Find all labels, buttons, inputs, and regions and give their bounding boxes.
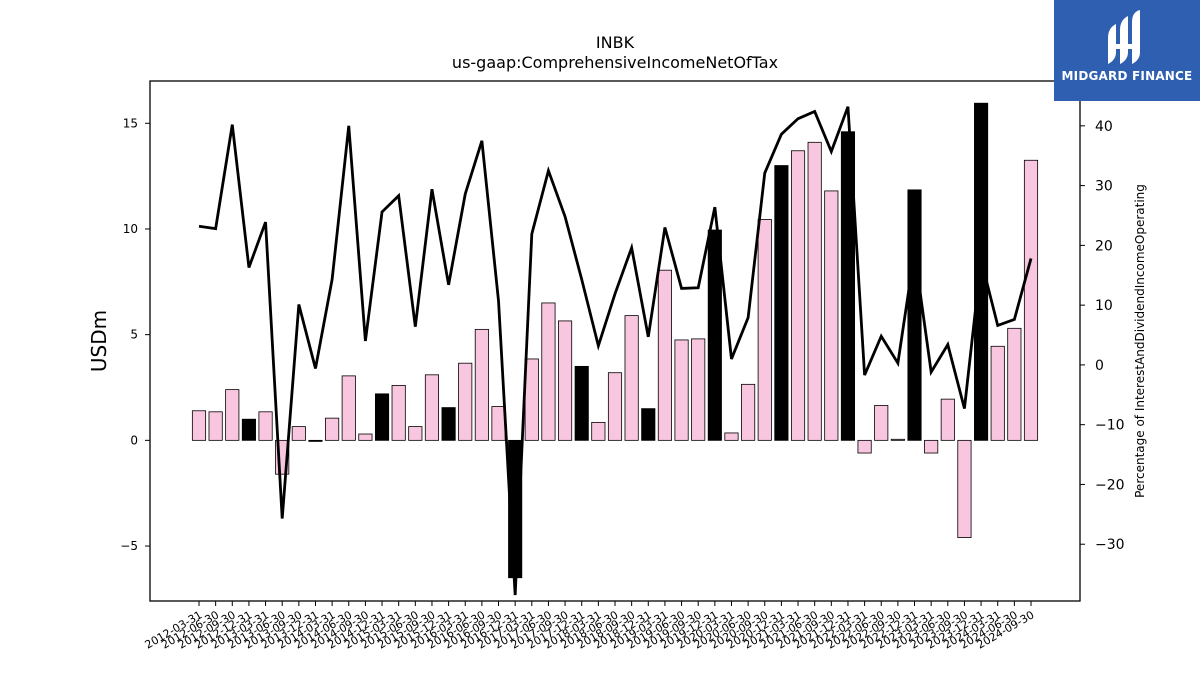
y2-tick-label: 20	[1095, 238, 1113, 254]
bar-2021-12-31	[840, 131, 856, 441]
bar-2024-06-30	[1007, 327, 1022, 441]
bar-2022-12-31	[907, 189, 922, 441]
bar-2019-12-31	[707, 229, 722, 441]
left-axis: −5 0 5 10 15	[120, 116, 150, 553]
y-tick-label: −5	[120, 539, 138, 553]
bar-2020-03-31	[724, 432, 739, 441]
bar-2018-06-30	[607, 372, 623, 441]
y-axis-label: USDm	[87, 310, 111, 372]
bar-2019-09-30	[691, 338, 706, 441]
bar-2015-03-31	[391, 384, 406, 441]
bar-2015-09-30	[424, 374, 440, 441]
bar-2022-09-30	[890, 438, 905, 441]
bar-2016-09-30	[491, 406, 506, 441]
bar-2019-06-30	[674, 339, 689, 441]
bar-2016-06-30	[474, 328, 489, 441]
y2-axis-label: Percentage of InterestAndDividendIncomeO…	[1133, 184, 1147, 498]
bar-2024-03-31	[990, 345, 1005, 441]
bar-2012-09-30	[225, 389, 240, 441]
bar-2014-06-30	[341, 375, 356, 441]
bar-2022-03-31	[857, 439, 872, 454]
bottom-axis: 2012-03-312012-06-302012-09-302012-12-31…	[143, 601, 1037, 652]
y-tick-label: 5	[130, 328, 138, 342]
bar-2017-06-30	[541, 302, 556, 441]
bar-2015-06-30	[408, 426, 423, 441]
bar-2022-06-30	[874, 405, 889, 441]
y2-tick-label: 40	[1095, 119, 1113, 135]
brand-logo: MIDGARD FINANCE	[1054, 0, 1200, 101]
chart-title: INBK	[596, 33, 635, 52]
bar-2015-12-31	[441, 407, 456, 441]
plot-frame	[149, 80, 1081, 602]
y-tick-label: 15	[123, 116, 138, 130]
bar-2017-09-30	[558, 320, 573, 441]
bar-2012-03-31	[191, 410, 207, 441]
bar-2014-09-30	[358, 433, 373, 441]
bar-2023-09-30	[957, 439, 972, 538]
bar-2016-03-31	[458, 362, 473, 441]
y2-tick-label: 10	[1095, 298, 1113, 314]
brand-name: MIDGARD FINANCE	[1061, 69, 1193, 83]
y2-tick-label: −20	[1095, 477, 1125, 493]
bar-2018-09-30	[624, 315, 639, 441]
bar-2012-06-30	[208, 411, 223, 441]
bar-2019-03-31	[657, 269, 672, 441]
y2-tick-label: −30	[1095, 537, 1125, 553]
bar-2020-06-30	[741, 383, 756, 441]
plot-area	[191, 102, 1039, 596]
bar-2017-03-31	[524, 358, 539, 441]
y2-tick-label: 30	[1095, 179, 1113, 195]
bar-2024-09-30	[1023, 159, 1039, 441]
bar-2012-12-31	[241, 418, 256, 441]
right-axis: −30 −20 −10 0 10 20 30 40	[1080, 119, 1125, 553]
bar-2014-03-31	[325, 417, 340, 441]
bar-2021-09-30	[824, 190, 839, 441]
bar-2017-12-31	[574, 365, 589, 441]
y2-tick-label: 0	[1095, 358, 1104, 374]
bar-2020-12-31	[774, 165, 789, 441]
midgard-logo-icon	[1108, 10, 1140, 64]
bar-2021-06-30	[807, 141, 822, 441]
y2-tick-label: −10	[1095, 418, 1125, 434]
bar-2018-12-31	[641, 408, 656, 441]
bar-2023-03-31	[924, 439, 939, 454]
bar-2023-06-30	[940, 398, 955, 441]
y-tick-label: 10	[123, 222, 138, 236]
bar-2021-03-31	[790, 150, 806, 441]
bar-2013-03-31	[258, 411, 273, 441]
bar-2018-03-31	[591, 421, 606, 441]
bar-2013-09-30	[291, 426, 306, 441]
ratio-line	[198, 106, 1033, 596]
y-tick-label: 0	[130, 433, 138, 447]
bar-2014-12-31	[374, 393, 390, 441]
bar-2020-09-30	[757, 219, 772, 441]
chart-subtitle: us-gaap:ComprehensiveIncomeNetOfTax	[452, 53, 778, 72]
bar-2013-12-31	[308, 439, 323, 442]
